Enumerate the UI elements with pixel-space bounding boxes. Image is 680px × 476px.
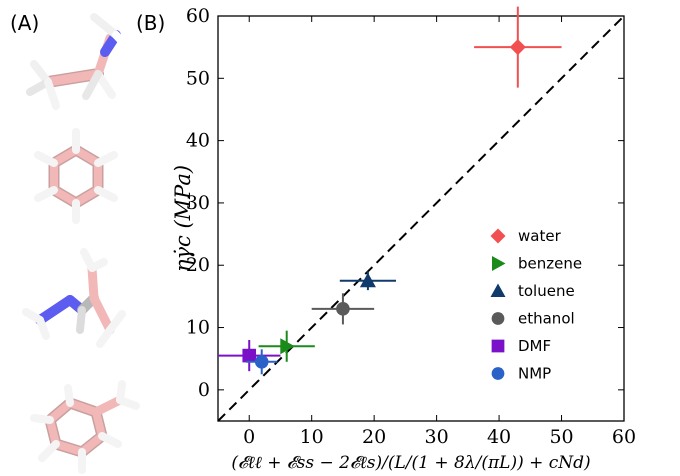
legend-marker-dmf	[491, 339, 505, 353]
legend: water benzene toluene ethanol DMF NMP	[490, 227, 582, 383]
x-tick-label: 30	[425, 426, 449, 448]
y-tick-label: 30	[186, 192, 210, 214]
legend-marker-toluene	[490, 283, 506, 297]
series-ethanol	[311, 293, 375, 325]
legend-marker-nmp	[491, 367, 505, 380]
reference-line	[217, 15, 625, 422]
y-axis-title: ηγ̇c (MPa)	[171, 165, 195, 272]
x-tick-label: 10	[300, 426, 324, 448]
x-tick-label: 40	[487, 426, 511, 448]
legend-label-toluene: toluene	[518, 282, 575, 300]
data-point-nmp	[254, 355, 269, 369]
x-tick-label: 20	[362, 426, 386, 448]
panel-a-molecules: (A)	[10, 11, 140, 474]
legend-label-ethanol: ethanol	[518, 310, 575, 328]
legend-label-nmp: NMP	[518, 365, 551, 383]
x-tick-label: 60	[612, 426, 636, 448]
legend-label-water: water	[518, 227, 562, 245]
data-point-ethanol	[336, 302, 350, 316]
y-tick-label: 60	[186, 5, 210, 27]
series-dmf	[218, 340, 281, 372]
plot-frame	[217, 15, 625, 422]
molecule-2-image	[34, 128, 118, 224]
series-benzene	[258, 330, 315, 362]
series-nmp	[246, 349, 278, 375]
molecule-4-image	[30, 380, 140, 474]
y-tick-label: 10	[186, 317, 210, 339]
panel-label-a: (A)	[10, 11, 39, 35]
legend-marker-ethanol	[491, 312, 505, 325]
x-axis-title: (𝓔ℓℓ + 𝓔ss − 2𝓔ℓs)/(L/(1 + 8λ/(πL)) + cN…	[231, 453, 590, 473]
legend-label-benzene: benzene	[518, 255, 582, 273]
chart-plot: 0 10 20 30 40 50 60 0 10 20 30 40 50 60 (𝓔ℓℓ + 𝓔ss − 2…	[171, 5, 636, 473]
data-point-benzene	[280, 338, 295, 355]
y-tick-label: 40	[186, 130, 210, 152]
molecule-3-image	[22, 248, 126, 348]
x-tick-label: 50	[549, 426, 573, 448]
panel-label-b: (B)	[136, 11, 165, 35]
molecule-1-image	[26, 13, 132, 110]
y-tick-label: 0	[198, 379, 210, 401]
series-water	[474, 6, 562, 88]
y-tick-label: 20	[186, 254, 210, 276]
series-toluene	[339, 271, 397, 291]
legend-marker-benzene	[492, 256, 506, 271]
panel-b-chart: (B) 0 10 20 30 40 50 60 0 10 20 30 40 50 60 (𝓔ℓℓ + 𝓔ss…	[136, 5, 636, 473]
data-point-dmf	[242, 348, 257, 363]
legend-label-dmf: DMF	[518, 337, 551, 355]
x-tick-label: 0	[243, 426, 255, 448]
legend-marker-water	[490, 228, 506, 244]
y-tick-label: 50	[186, 67, 210, 89]
data-point-toluene	[359, 272, 376, 288]
data-point-water	[509, 39, 526, 56]
